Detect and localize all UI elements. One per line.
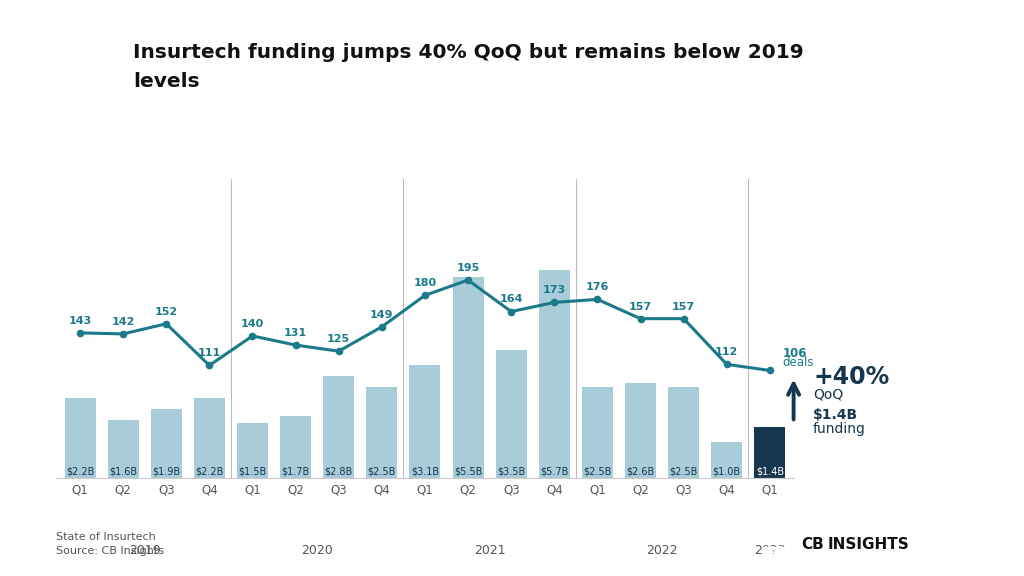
Text: $2.2B: $2.2B — [196, 466, 223, 476]
Text: $3.5B: $3.5B — [497, 466, 525, 476]
Text: QoQ: QoQ — [813, 388, 843, 402]
Bar — [151, 409, 182, 478]
Text: 164: 164 — [500, 294, 523, 305]
Text: $2.5B: $2.5B — [368, 466, 396, 476]
Text: 2019: 2019 — [129, 544, 161, 557]
Text: 140: 140 — [241, 319, 264, 329]
Bar — [194, 397, 225, 478]
Text: 143: 143 — [69, 316, 92, 326]
Text: $2.6B: $2.6B — [627, 466, 654, 476]
Text: $2.8B: $2.8B — [325, 466, 353, 476]
Bar — [108, 420, 138, 478]
Text: $1.4B: $1.4B — [813, 408, 858, 422]
Text: 2020: 2020 — [301, 544, 333, 557]
Text: levels: levels — [133, 72, 200, 91]
Text: 2021: 2021 — [474, 544, 506, 557]
Bar — [774, 547, 783, 559]
Text: 152: 152 — [155, 306, 178, 317]
Text: funding: funding — [813, 422, 866, 437]
Text: $1.6B: $1.6B — [110, 466, 137, 476]
Text: 2022: 2022 — [646, 544, 678, 557]
Bar — [763, 547, 772, 559]
Text: 195: 195 — [457, 263, 479, 273]
Text: 149: 149 — [370, 310, 393, 320]
Bar — [281, 416, 311, 478]
Text: 157: 157 — [672, 302, 695, 312]
Text: 157: 157 — [629, 302, 652, 312]
Text: deals: deals — [782, 357, 814, 369]
Text: $2.5B: $2.5B — [584, 466, 611, 476]
Bar — [367, 386, 397, 478]
Text: 176: 176 — [586, 282, 609, 292]
Text: State of Insurtech
Source: CB Insights: State of Insurtech Source: CB Insights — [56, 532, 164, 556]
Text: 180: 180 — [414, 278, 436, 288]
Bar — [668, 386, 699, 478]
Text: 125: 125 — [327, 334, 350, 344]
Bar — [67, 54, 86, 74]
Text: INSIGHTS: INSIGHTS — [827, 537, 909, 552]
Bar — [712, 442, 742, 478]
Text: $5.5B: $5.5B — [454, 466, 482, 476]
Bar — [453, 277, 483, 478]
Bar — [582, 386, 613, 478]
Text: $1.0B: $1.0B — [713, 466, 740, 476]
Text: 2023: 2023 — [754, 544, 785, 557]
Bar — [763, 533, 772, 544]
Text: 111: 111 — [198, 348, 221, 358]
Text: $1.4B: $1.4B — [756, 466, 784, 476]
Bar — [539, 270, 569, 478]
Text: 173: 173 — [543, 285, 566, 295]
Text: $2.2B: $2.2B — [66, 466, 94, 476]
Text: $5.7B: $5.7B — [540, 466, 568, 476]
Bar — [237, 423, 268, 478]
Bar — [755, 427, 785, 478]
Bar — [67, 79, 86, 99]
Text: Insurtech funding jumps 40% QoQ but remains below 2019: Insurtech funding jumps 40% QoQ but rema… — [133, 43, 804, 62]
Text: 112: 112 — [715, 347, 738, 357]
Text: $2.5B: $2.5B — [670, 466, 697, 476]
Text: $1.7B: $1.7B — [282, 466, 309, 476]
Bar — [496, 350, 526, 478]
Bar — [65, 397, 95, 478]
Text: 106: 106 — [782, 347, 807, 361]
Text: $1.9B: $1.9B — [153, 466, 180, 476]
Text: $3.1B: $3.1B — [411, 466, 439, 476]
Bar — [90, 54, 110, 74]
Bar — [90, 79, 110, 99]
Bar — [625, 383, 656, 478]
Text: 131: 131 — [284, 328, 307, 338]
Text: $1.5B: $1.5B — [239, 466, 266, 476]
Bar — [410, 365, 440, 478]
Bar — [324, 376, 354, 478]
Text: +40%: +40% — [813, 365, 889, 389]
Text: CB: CB — [801, 537, 823, 552]
Text: 142: 142 — [112, 317, 135, 327]
Bar — [774, 533, 783, 544]
